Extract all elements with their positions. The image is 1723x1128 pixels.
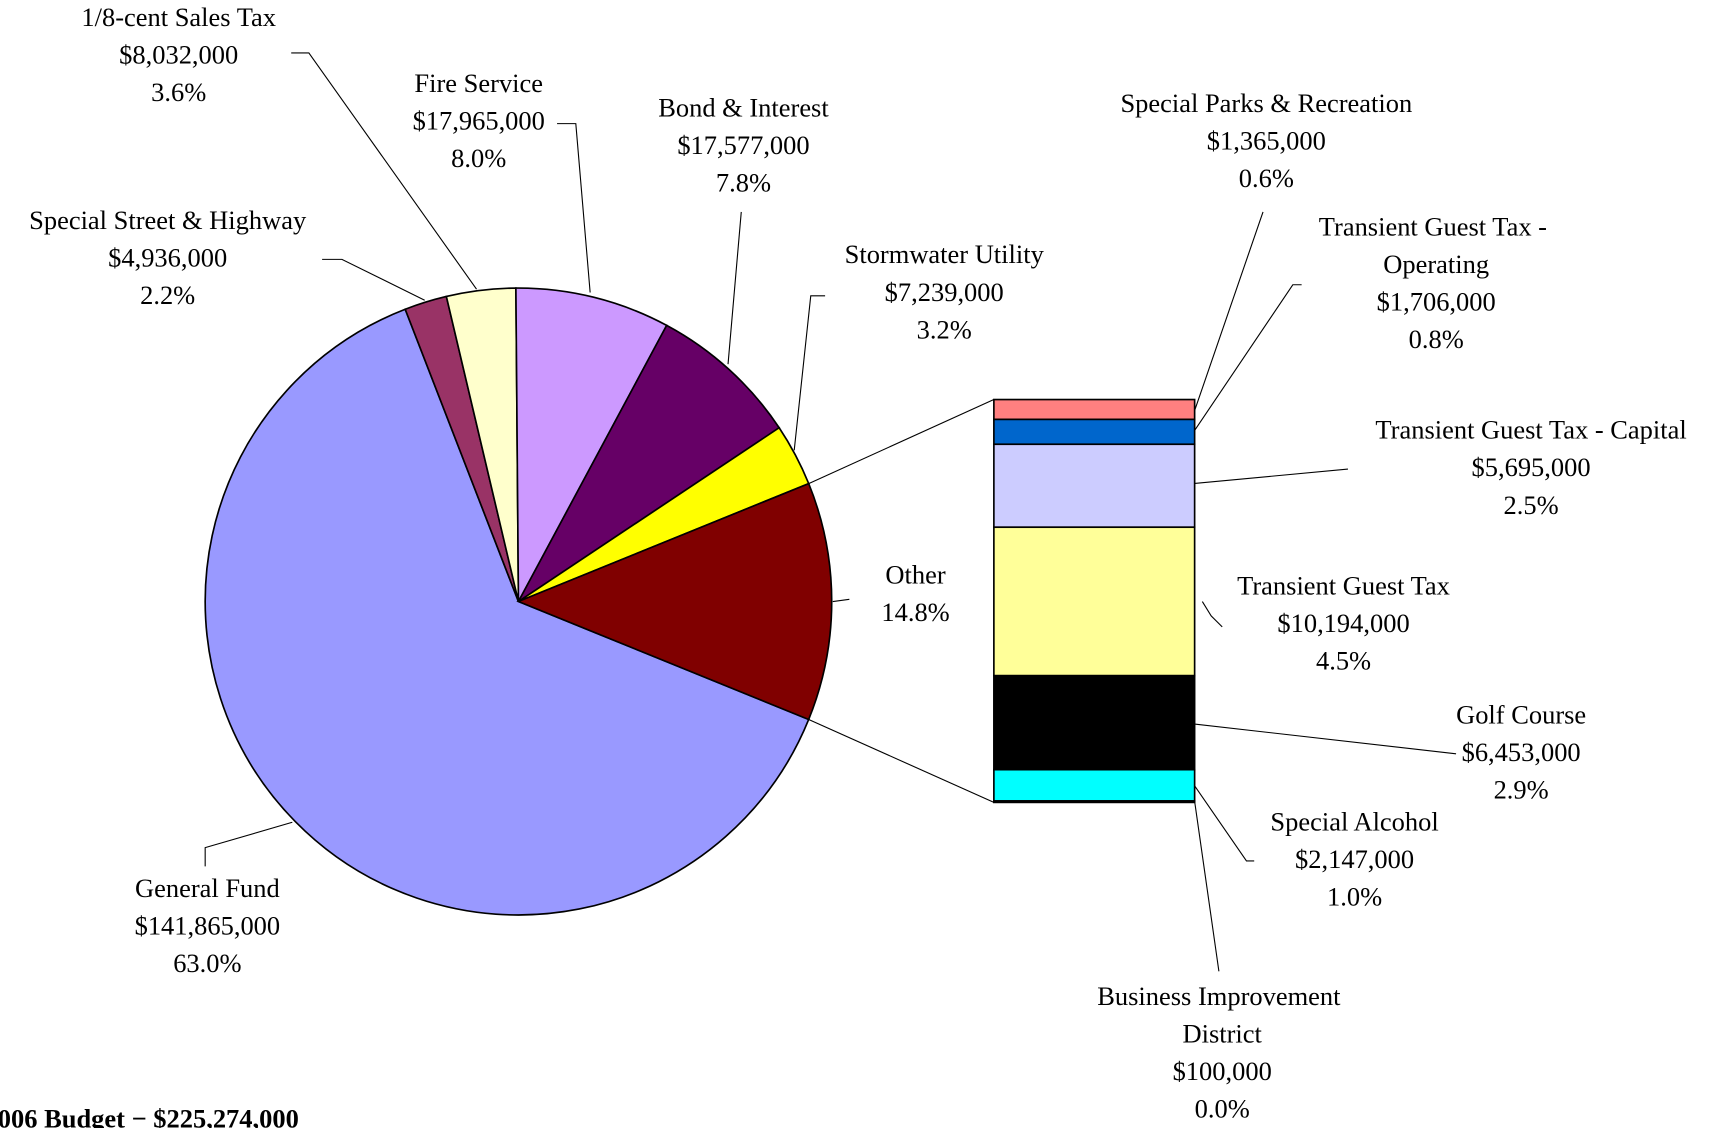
- percent-label: 0.0%: [1195, 1094, 1250, 1124]
- slice-name: Transient Guest Tax - Capital: [1375, 415, 1686, 445]
- value-label: $1,706,000: [1377, 287, 1496, 317]
- leader-line: [1194, 723, 1457, 755]
- percent-label: 2.5%: [1504, 490, 1559, 520]
- bar-segment: [993, 398, 1196, 421]
- leader-line: [291, 52, 477, 290]
- leader-line: [727, 211, 742, 365]
- pie-slice: [517, 324, 781, 603]
- value-label: $4,936,000: [108, 243, 227, 273]
- percent-label: 2.9%: [1494, 775, 1549, 805]
- bar-segment: [993, 768, 1196, 802]
- slice-name: Other: [885, 559, 945, 589]
- slice-name: General Fund: [135, 873, 280, 903]
- percent-label: 8.0%: [451, 143, 506, 173]
- slice-name: Special Street & Highway: [29, 205, 307, 235]
- slice-name: Transient Guest Tax: [1237, 570, 1450, 600]
- slice-name: Special Parks & Recreation: [1120, 88, 1412, 118]
- leader-line: [322, 258, 425, 301]
- value-label: $7,239,000: [885, 277, 1004, 307]
- value-label: $2,147,000: [1295, 844, 1414, 874]
- percent-label: 3.2%: [917, 314, 972, 344]
- pie-slice: [204, 308, 810, 916]
- chart-title: 2006 Budget − $225,274,000: [0, 1103, 299, 1128]
- bar-segment: [993, 418, 1196, 446]
- leader-line: [1194, 801, 1220, 972]
- bar-segment: [993, 674, 1196, 771]
- leader-line: [1201, 601, 1223, 628]
- value-label: $1,365,000: [1207, 126, 1326, 156]
- leader-line: [1194, 468, 1349, 484]
- slice-name: Stormwater Utility: [845, 239, 1045, 269]
- value-label: $17,965,000: [413, 106, 545, 136]
- slice-name: Fire Service: [414, 68, 543, 98]
- value-label: $100,000: [1173, 1056, 1272, 1086]
- leader-line: [204, 821, 293, 867]
- value-label: $6,453,000: [1462, 737, 1581, 767]
- percent-label: 0.8%: [1409, 324, 1464, 354]
- pie-slice: [515, 287, 668, 602]
- percent-label: 7.8%: [716, 167, 771, 197]
- slice-name: Special Alcohol: [1270, 807, 1438, 837]
- connector: [808, 399, 995, 485]
- percent-label: 14.8%: [881, 597, 949, 627]
- bar-segment: [993, 526, 1196, 677]
- leader-line: [793, 295, 826, 451]
- leader-line: [832, 598, 850, 603]
- percent-label: 0.6%: [1239, 163, 1294, 193]
- leader-line: [1194, 284, 1302, 431]
- leader-line: [1194, 785, 1255, 862]
- value-label: $17,577,000: [677, 130, 809, 160]
- bar-segment: [993, 443, 1196, 529]
- connector: [808, 718, 995, 803]
- value-label: $141,865,000: [135, 910, 281, 940]
- value-label: $5,695,000: [1472, 452, 1591, 482]
- percent-label: 4.5%: [1316, 645, 1371, 675]
- percent-label: 3.6%: [151, 77, 206, 107]
- pie-slice: [516, 482, 833, 721]
- leader-line: [1194, 211, 1264, 411]
- leader-line: [557, 123, 591, 293]
- slice-name: 1/8-cent Sales Tax: [81, 2, 276, 32]
- percent-label: 63.0%: [173, 948, 241, 978]
- slice-name: Golf Course: [1456, 699, 1586, 729]
- slice-name: Transient Guest Tax - Operating: [1319, 212, 1554, 280]
- slice-name: Bond & Interest: [658, 92, 829, 122]
- bar-segment: [993, 800, 1196, 804]
- value-label: $10,194,000: [1277, 608, 1409, 638]
- percent-label: 1.0%: [1327, 882, 1382, 912]
- value-label: $8,032,000: [119, 39, 238, 69]
- slice-name: Business Improvement District: [1097, 981, 1347, 1049]
- percent-label: 2.2%: [140, 280, 195, 310]
